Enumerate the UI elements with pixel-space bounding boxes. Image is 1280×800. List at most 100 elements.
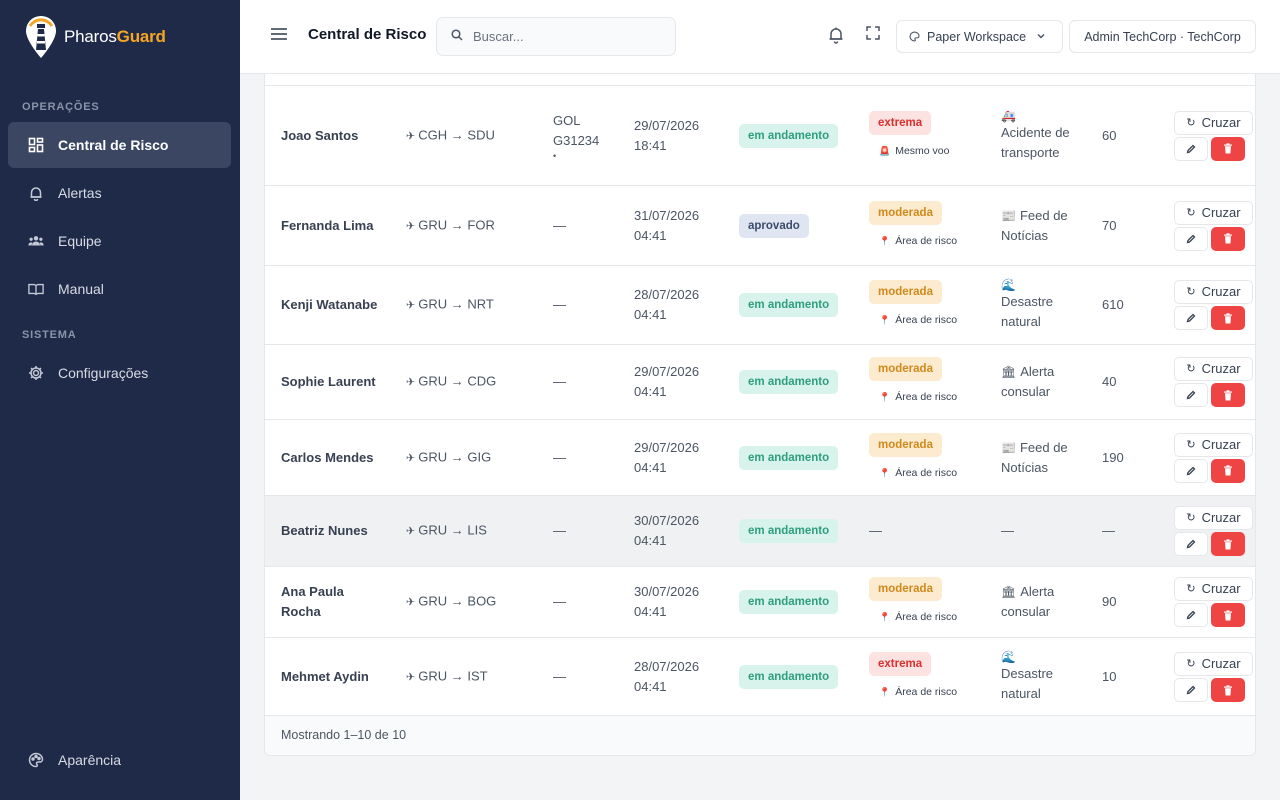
- risk-reason-text: Área de risco: [895, 234, 958, 247]
- sidebar-item-alertas[interactable]: Alertas: [8, 170, 231, 216]
- severity-empty: —: [869, 523, 882, 538]
- edit-button[interactable]: [1174, 226, 1208, 251]
- route-text: GRU → NRT: [418, 296, 494, 312]
- cross-button[interactable]: ↻ Cruzar: [1174, 110, 1253, 135]
- cross-label: Cruzar: [1201, 204, 1241, 220]
- menu-icon[interactable]: [270, 26, 290, 46]
- risk-reason: 🚨 Mesmo voo: [879, 141, 989, 161]
- source-text: Feed de Notícias: [1001, 207, 1068, 243]
- source-text: Acidente de transporte: [1001, 124, 1070, 160]
- severity-badge: extrema: [869, 110, 932, 135]
- traveler-name[interactable]: Ana Paula Rocha: [281, 584, 344, 619]
- risk-reason-text: Área de risco: [895, 611, 958, 623]
- traveler-name[interactable]: Fernanda Lima: [281, 217, 374, 233]
- status-cell: aprovado: [739, 213, 809, 238]
- flight-cell: GOL G31234 •: [553, 111, 613, 161]
- datetime-cell: 29/07/2026 04:41: [634, 438, 724, 478]
- pencil-icon: [1186, 610, 1196, 620]
- team-icon: [28, 233, 44, 249]
- workspace-selector[interactable]: Paper Workspace: [896, 20, 1063, 53]
- edit-button[interactable]: [1174, 678, 1208, 702]
- route-cell: ✈ GRU → GIG: [406, 447, 491, 468]
- edit-button[interactable]: [1174, 603, 1208, 627]
- risk-reason-text: Área de risco: [895, 391, 958, 403]
- delete-button[interactable]: [1211, 603, 1245, 627]
- delete-button[interactable]: [1211, 532, 1245, 556]
- risk-reason: 📍 Área de risco: [879, 463, 989, 483]
- brand-logo[interactable]: PharosGuard: [24, 14, 166, 60]
- sidebar-item-central-de-risco[interactable]: Central de Risco: [8, 122, 231, 168]
- fullscreen-icon[interactable]: [866, 26, 884, 44]
- source-icon: 📰: [1001, 440, 1016, 455]
- time-text: 04:41: [634, 459, 667, 475]
- sidebar-item-equipe[interactable]: Equipe: [8, 218, 231, 264]
- cross-button[interactable]: ↻ Cruzar: [1174, 652, 1253, 676]
- lighthouse-logo-icon: [26, 16, 56, 58]
- edit-button[interactable]: [1174, 306, 1208, 330]
- edit-button[interactable]: [1174, 458, 1208, 483]
- edit-button[interactable]: [1174, 383, 1208, 407]
- cross-button[interactable]: ↻ Cruzar: [1174, 200, 1253, 225]
- palette-icon: [909, 31, 920, 42]
- search-box[interactable]: [436, 17, 676, 56]
- workspace-label: Paper Workspace: [927, 29, 1027, 44]
- risk-reason: 📍 Área de risco: [879, 682, 989, 702]
- source-text: —: [1001, 523, 1014, 538]
- status-badge: aprovado: [739, 213, 809, 238]
- delete-button[interactable]: [1211, 226, 1245, 251]
- plane-icon: ✈: [406, 299, 419, 312]
- traveler-name[interactable]: Beatriz Nunes: [281, 523, 368, 538]
- flight-cell: —: [553, 448, 613, 468]
- cross-label: Cruzar: [1201, 581, 1241, 596]
- route-cell: ✈ GRU → CDG: [406, 372, 496, 393]
- source-cell: —: [1001, 521, 1073, 541]
- flight-number: —: [553, 669, 566, 684]
- actions-cell: ↻ Cruzar: [1174, 506, 1254, 556]
- delete-button[interactable]: [1211, 136, 1245, 161]
- traveler-name[interactable]: Carlos Mendes: [281, 449, 374, 465]
- edit-button[interactable]: [1174, 136, 1208, 161]
- search-input[interactable]: [473, 29, 653, 44]
- action-buttons: [1174, 136, 1254, 161]
- sidebar-item-manual[interactable]: Manual: [8, 266, 231, 312]
- sidebar-item-aparencia[interactable]: Aparência: [8, 737, 231, 783]
- cross-button[interactable]: ↻ Cruzar: [1174, 357, 1253, 381]
- delete-button[interactable]: [1211, 678, 1245, 702]
- risk-reason: 📍 Área de risco: [879, 231, 989, 251]
- traveler-name[interactable]: Mehmet Aydin: [281, 669, 369, 684]
- edit-button[interactable]: [1174, 532, 1208, 556]
- delete-button[interactable]: [1211, 383, 1245, 407]
- date-text: 29/07/2026: [634, 439, 700, 455]
- datetime-cell: 31/07/2026 04:41: [634, 206, 724, 246]
- pin-icon: 📍: [879, 235, 891, 246]
- user-menu-button[interactable]: Admin TechCorp · TechCorp: [1069, 20, 1256, 53]
- route-text: GRU → LIS: [418, 522, 487, 538]
- score-cell: 60: [1102, 127, 1117, 143]
- delete-button[interactable]: [1211, 306, 1245, 330]
- trash-icon: [1224, 609, 1232, 620]
- plane-icon: ✈: [406, 596, 419, 609]
- cross-button[interactable]: ↻ Cruzar: [1174, 280, 1253, 304]
- notifications-bell-icon[interactable]: [828, 26, 846, 44]
- action-buttons: [1174, 306, 1254, 330]
- cross-button[interactable]: ↻ Cruzar: [1174, 577, 1253, 601]
- score-cell: —: [1102, 523, 1115, 538]
- trash-icon: [1224, 143, 1232, 154]
- severity-badge: moderada: [869, 432, 942, 457]
- plane-icon: ✈: [406, 130, 419, 142]
- cross-button[interactable]: ↻ Cruzar: [1174, 506, 1253, 530]
- delete-button[interactable]: [1211, 458, 1245, 483]
- traveler-name[interactable]: Sophie Laurent: [281, 374, 376, 389]
- search-icon: [451, 28, 463, 46]
- traveler-name[interactable]: Kenji Watanabe: [281, 297, 378, 312]
- actions-cell: ↻ Cruzar: [1174, 357, 1254, 407]
- risk-cell: —: [869, 521, 989, 541]
- cross-button[interactable]: ↻ Cruzar: [1174, 432, 1253, 457]
- time-text: 04:41: [634, 533, 667, 548]
- actions-cell: ↻ Cruzar: [1174, 652, 1254, 702]
- trash-icon: [1224, 233, 1232, 244]
- sidebar-item-configuracoes[interactable]: Configurações: [8, 350, 231, 396]
- risk-cell: moderada 📍 Área de risco: [869, 200, 989, 251]
- refresh-icon: ↻: [1186, 512, 1196, 524]
- traveler-name[interactable]: Joao Santos: [281, 127, 359, 143]
